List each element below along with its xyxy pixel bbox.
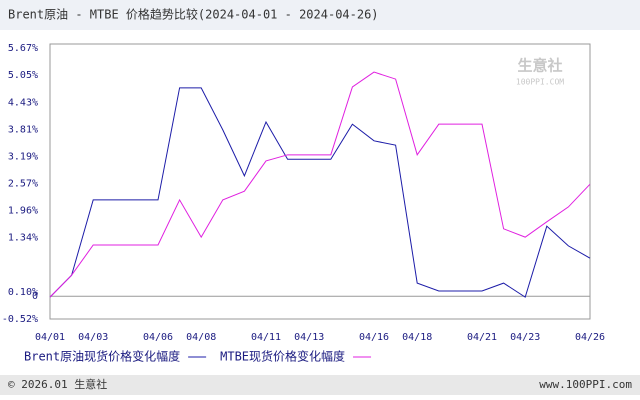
legend-label: Brent原油现货价格变化幅度 — [24, 349, 180, 364]
x-tick-label: 04/13 — [294, 332, 324, 343]
x-tick-label: 04/16 — [359, 332, 389, 343]
y-tick-label: 5.05% — [8, 70, 38, 81]
y-tick-label: 5.67% — [8, 43, 38, 54]
y-tick-label: -0.52% — [2, 314, 38, 325]
x-tick-label: 04/18 — [402, 332, 432, 343]
y-tick-label: 1.34% — [8, 233, 38, 244]
footer-right: www.100PPI.com — [539, 378, 632, 391]
y-tick-label: 3.19% — [8, 152, 38, 163]
x-tick-label: 04/01 — [35, 332, 65, 343]
series-line — [49, 87, 591, 298]
x-tick-label: 04/06 — [143, 332, 173, 343]
x-tick-label: 04/11 — [251, 332, 281, 343]
plot-frame — [49, 43, 591, 320]
title-bar — [0, 0, 640, 30]
watermark: 生意社 — [517, 57, 562, 75]
y-tick-label: 0 — [32, 291, 38, 302]
y-tick-label: 4.43% — [8, 97, 38, 108]
watermark-sub: 100PPI.COM — [516, 78, 564, 87]
y-tick-label: 1.96% — [8, 205, 38, 216]
chart-title: Brent原油 - MTBE 价格趋势比较(2024-04-01 - 2024-… — [8, 7, 379, 22]
x-tick-label: 04/08 — [186, 332, 216, 343]
x-tick-label: 04/03 — [78, 332, 108, 343]
y-tick-label: 3.81% — [8, 124, 38, 135]
y-tick-label: 2.57% — [8, 179, 38, 190]
x-tick-label: 04/21 — [467, 332, 497, 343]
footer-left: © 2026.01 生意社 — [8, 377, 107, 391]
x-tick-label: 04/26 — [575, 332, 605, 343]
series-line — [49, 71, 591, 298]
y-tick-label: 0.10% — [8, 287, 38, 298]
legend-label: MTBE现货价格变化幅度 — [220, 349, 345, 364]
x-tick-label: 04/23 — [510, 332, 540, 343]
footer-bar — [0, 375, 640, 395]
